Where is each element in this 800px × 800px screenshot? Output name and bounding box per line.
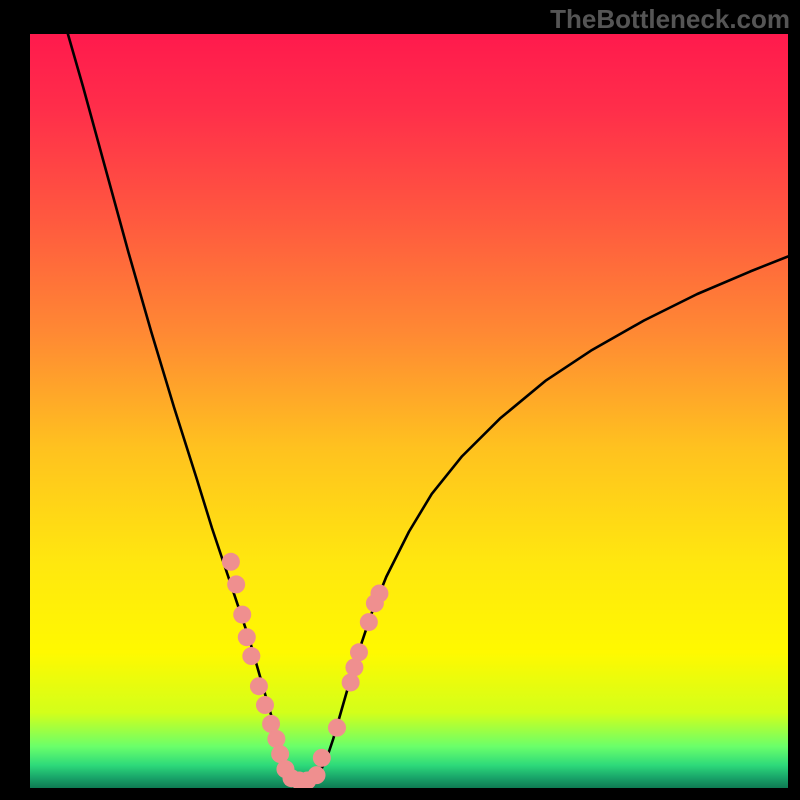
data-marker: [313, 749, 331, 767]
data-marker: [360, 613, 378, 631]
data-marker: [238, 628, 256, 646]
data-marker: [256, 696, 274, 714]
data-marker: [308, 766, 326, 784]
data-marker: [233, 606, 251, 624]
data-marker: [222, 553, 240, 571]
plot-background: [30, 34, 788, 788]
data-marker: [328, 719, 346, 737]
data-marker: [227, 575, 245, 593]
chart-svg: [30, 34, 788, 788]
plot-area: [30, 34, 788, 788]
data-marker: [350, 643, 368, 661]
data-marker: [250, 677, 268, 695]
data-marker: [242, 647, 260, 665]
watermark-text: TheBottleneck.com: [550, 4, 790, 35]
data-marker: [267, 730, 285, 748]
data-marker: [370, 584, 388, 602]
data-marker: [342, 673, 360, 691]
